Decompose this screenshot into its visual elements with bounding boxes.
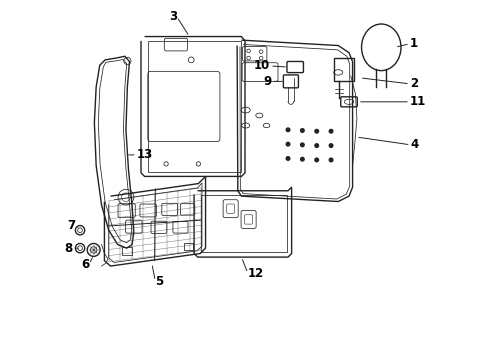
- Bar: [334, 58, 354, 81]
- Circle shape: [300, 129, 304, 132]
- Text: 4: 4: [411, 138, 419, 151]
- Circle shape: [315, 144, 318, 147]
- Circle shape: [329, 130, 333, 133]
- Circle shape: [329, 158, 333, 162]
- Text: 6: 6: [81, 258, 89, 271]
- Circle shape: [300, 157, 304, 161]
- Text: 2: 2: [410, 77, 418, 90]
- Text: 11: 11: [410, 95, 426, 108]
- Text: 10: 10: [254, 59, 270, 72]
- Circle shape: [315, 130, 318, 133]
- Circle shape: [286, 128, 290, 132]
- Text: 7: 7: [67, 219, 75, 233]
- Circle shape: [315, 158, 318, 162]
- Text: 12: 12: [248, 267, 264, 280]
- Text: 5: 5: [155, 275, 164, 288]
- Circle shape: [286, 142, 290, 146]
- Bar: [122, 247, 132, 255]
- Text: 1: 1: [410, 37, 418, 50]
- Text: 13: 13: [137, 148, 153, 161]
- Text: 3: 3: [169, 10, 177, 23]
- Circle shape: [329, 144, 333, 147]
- Text: 8: 8: [65, 242, 73, 255]
- Circle shape: [286, 157, 290, 160]
- Circle shape: [300, 143, 304, 147]
- Bar: [184, 243, 194, 250]
- Text: 9: 9: [263, 75, 271, 88]
